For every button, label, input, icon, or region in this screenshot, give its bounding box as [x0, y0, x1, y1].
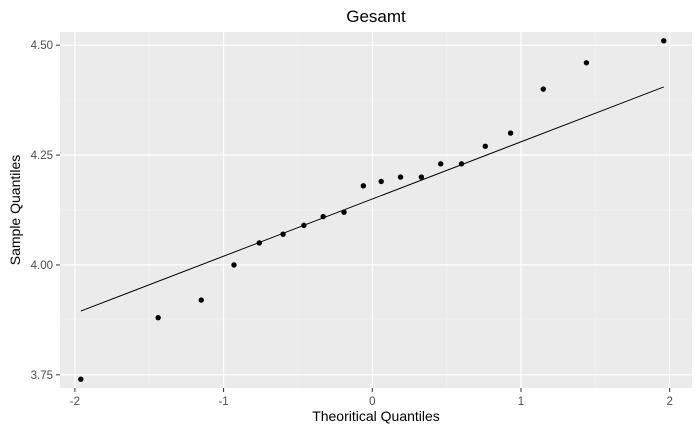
x-axis-ticks: -2 -1 0 1 2 [70, 388, 673, 408]
data-point [198, 297, 204, 303]
data-point [341, 209, 347, 215]
y-tick-label: 4.00 [31, 260, 53, 272]
data-point [458, 161, 465, 167]
data-point [301, 222, 307, 229]
data-point [256, 240, 262, 246]
y-tick-label: 3.75 [31, 370, 53, 382]
reference-line [80, 86, 664, 312]
data-point [378, 178, 384, 185]
data-point [78, 376, 84, 382]
data-point [482, 143, 488, 149]
y-axis-title: Sample Quantiles [7, 155, 23, 266]
x-tick-label: 0 [369, 396, 375, 408]
data-point [397, 174, 404, 180]
data-point [360, 183, 367, 189]
data-point [661, 38, 667, 44]
data-point [231, 262, 237, 268]
data-point [540, 86, 546, 92]
data-point [280, 231, 286, 237]
data-points [78, 38, 667, 382]
y-tick-label: 4.25 [31, 150, 53, 162]
grid-lines [60, 32, 692, 388]
x-tick-label: -1 [218, 396, 228, 408]
x-axis-title: Theoritical Quantiles [312, 408, 440, 424]
y-axis-ticks: 3.75 4.00 4.25 4.50 [31, 40, 60, 382]
chart-title: Gesamt [346, 7, 406, 26]
data-point [507, 130, 514, 136]
x-tick-label: -2 [70, 396, 80, 408]
y-tick-label: 4.50 [31, 40, 53, 52]
x-tick-label: 2 [666, 396, 672, 408]
data-point [155, 314, 161, 321]
data-point [583, 60, 590, 66]
data-point [320, 213, 326, 220]
data-point [418, 174, 425, 180]
data-point [437, 161, 444, 167]
x-tick-label: 1 [518, 396, 524, 408]
